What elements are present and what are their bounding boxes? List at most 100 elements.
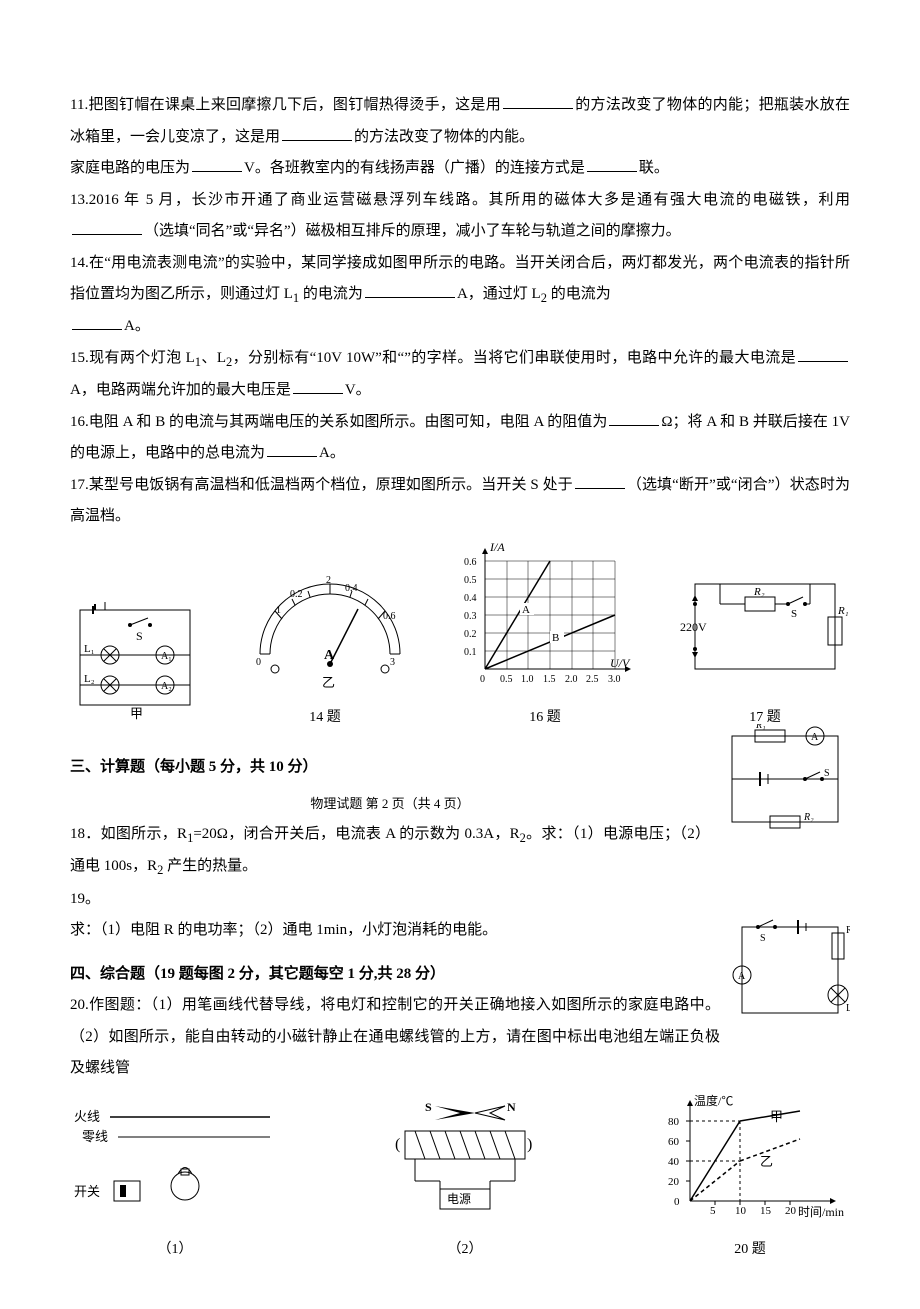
- fig16-label: 16 题: [450, 703, 640, 732]
- q15-t2: ，分别标有“10V 10W”和“”的字样。当将它们串联使用时，电路中允许的最大电…: [232, 350, 796, 366]
- fig20-chart: 温度/℃ 时间/min 0 20 40 60 80 5 10 15 20 甲: [650, 1091, 850, 1265]
- q14-t3: A，通过灯 L: [457, 286, 541, 302]
- question-17: 17.某型号电饭锅有高温档和低温档两个档位，原理如图所示。当开关 S 处于（选填…: [70, 470, 850, 533]
- q15-t3: A，电路两端允许加的最大电压是: [70, 382, 291, 398]
- svg-text:5: 5: [710, 1205, 716, 1217]
- figure-row-2: 火线 零线 开关 （1） S N: [70, 1091, 850, 1265]
- meter-svg: 0 0.2 0.4 0.6 1 2 3 A 乙: [240, 569, 410, 689]
- svg-text:0.5: 0.5: [500, 674, 513, 685]
- svg-text:0.5: 0.5: [464, 575, 477, 586]
- cooker-circuit-svg: 220V R₂ S R₁: [680, 569, 850, 689]
- svg-text:A: A: [522, 604, 530, 616]
- svg-text:1.5: 1.5: [543, 674, 556, 685]
- label-A2: A₂: [161, 681, 172, 692]
- svg-text:20: 20: [668, 1176, 680, 1188]
- svg-text:I/A: I/A: [489, 540, 505, 554]
- svg-text:0.2: 0.2: [290, 589, 303, 600]
- q18-circuit-svg: R₁ A S R₂: [720, 724, 850, 834]
- blank: [282, 125, 352, 141]
- svg-text:B: B: [552, 632, 559, 644]
- solenoid-svg: S N 电源 ( ): [365, 1091, 565, 1221]
- svg-text:0.6: 0.6: [464, 557, 477, 568]
- blank: [192, 156, 242, 172]
- blank: [575, 473, 625, 489]
- svg-text:S: S: [791, 608, 797, 620]
- svg-text:0.4: 0.4: [345, 583, 358, 594]
- svg-text:1: 1: [276, 605, 281, 616]
- svg-text:220V: 220V: [680, 620, 707, 634]
- svg-text:N: N: [507, 1100, 516, 1114]
- svg-text:0: 0: [674, 1196, 680, 1208]
- label-A: A: [324, 648, 335, 663]
- svg-text:S: S: [824, 768, 830, 779]
- blank: [609, 410, 659, 426]
- svg-text:时间/min: 时间/min: [798, 1205, 844, 1219]
- svg-text:R₂: R₂: [753, 586, 765, 598]
- svg-text:2.5: 2.5: [586, 674, 599, 685]
- q14-t2: 的电流为: [299, 286, 363, 302]
- svg-text:S: S: [425, 1100, 432, 1114]
- q16-t3: A。: [319, 445, 345, 461]
- svg-text:0.1: 0.1: [464, 647, 477, 658]
- svg-text:R: R: [846, 925, 850, 936]
- fig16: I/A U/V 0.1 0.2 0.3 0.4 0.5 0.6 0 0.5 1.…: [450, 539, 640, 733]
- q14-t4: 的电流为: [547, 286, 611, 302]
- q12-t1: 家庭电路的电压为: [70, 160, 190, 176]
- question-12: 家庭电路的电压为V。各班教室内的有线扬声器（广播）的连接方式是联。: [70, 153, 850, 185]
- q11-t1: 把图钉帽在课桌上来回摩擦几下后，图钉帽热得烫手，这是用: [88, 97, 501, 113]
- blank: [72, 219, 142, 235]
- svg-text:80: 80: [668, 1116, 680, 1128]
- label-L1: L₁: [84, 643, 95, 655]
- blank: [365, 282, 455, 298]
- q14-t5: A。: [124, 318, 150, 334]
- blank: [267, 441, 317, 457]
- label-A1: A₁: [161, 651, 172, 662]
- q11-t3: 的方法改变了物体的内能。: [354, 129, 534, 145]
- svg-text:0.6: 0.6: [383, 611, 396, 622]
- svg-text:火线: 火线: [74, 1109, 100, 1124]
- blank: [72, 314, 122, 330]
- svg-text:R₂: R₂: [803, 812, 814, 823]
- svg-text:零线: 零线: [82, 1129, 108, 1144]
- svg-text:U/V: U/V: [610, 656, 631, 670]
- house-circuit-svg: 火线 零线 开关: [70, 1101, 280, 1221]
- blank: [798, 346, 848, 362]
- fig14-label: 14 题: [240, 703, 410, 732]
- label-yi: 乙: [322, 675, 335, 689]
- svg-text:R₁: R₁: [837, 605, 849, 617]
- question-13: 13.2016 年 5 月，长沙市开通了商业运营磁悬浮列车线路。其所用的磁体大多…: [70, 185, 850, 248]
- svg-text:2.0: 2.0: [565, 674, 578, 685]
- fig14-jia: S L₁ A₁ L₂ A₂ 甲: [70, 600, 200, 733]
- fig20-2: S N 电源 ( ) （2）: [365, 1091, 565, 1265]
- fig14-yi: 0 0.2 0.4 0.6 1 2 3 A 乙 14 题: [240, 569, 410, 733]
- fig17-label: 17 题: [680, 703, 850, 732]
- label-L2: L₂: [84, 673, 95, 685]
- svg-text:开关: 开关: [74, 1184, 100, 1199]
- svg-text:0.3: 0.3: [464, 611, 477, 622]
- q13-num: 13.: [70, 192, 89, 208]
- q17-num: 17.: [70, 477, 89, 493]
- iv-graph-svg: I/A U/V 0.1 0.2 0.3 0.4 0.5 0.6 0 0.5 1.…: [450, 539, 640, 689]
- q15-t1b: 、L: [201, 350, 226, 366]
- question-19-num: 19。: [70, 884, 850, 916]
- q12-t2: V。各班教室内的有线扬声器（广播）的连接方式是: [244, 160, 585, 176]
- fig17: 220V R₂ S R₁ 17 题: [680, 569, 850, 733]
- circuit-jia-svg: S L₁ A₁ L₂ A₂ 甲: [70, 600, 200, 720]
- question-16: 16.电阻 A 和 B 的电流与其两端电压的关系如图所示。由图可知，电阻 A 的…: [70, 407, 850, 470]
- svg-text:3: 3: [390, 657, 395, 668]
- svg-text:S: S: [760, 933, 766, 944]
- q20-num: 20.: [70, 997, 89, 1013]
- svg-text:0.2: 0.2: [464, 629, 477, 640]
- svg-text:甲: 甲: [770, 1109, 783, 1124]
- question-15: 15.现有两个灯泡 L1、L2，分别标有“10V 10W”和“”的字样。当将它们…: [70, 343, 850, 407]
- q17-t1: 某型号电饭锅有高温档和低温档两个档位，原理如图所示。当开关 S 处于: [89, 477, 573, 493]
- svg-text:0: 0: [480, 674, 485, 685]
- q13-t1: 2016 年 5 月，长沙市开通了商业运营磁悬浮列车线路。其所用的磁体大多是通有…: [89, 192, 850, 208]
- svg-text:40: 40: [668, 1156, 680, 1168]
- svg-text:15: 15: [760, 1205, 772, 1217]
- svg-text:(: (: [395, 1136, 400, 1153]
- svg-text:0.4: 0.4: [464, 593, 477, 604]
- blank: [587, 156, 637, 172]
- svg-text:20: 20: [785, 1205, 797, 1217]
- svg-text:A: A: [811, 732, 819, 743]
